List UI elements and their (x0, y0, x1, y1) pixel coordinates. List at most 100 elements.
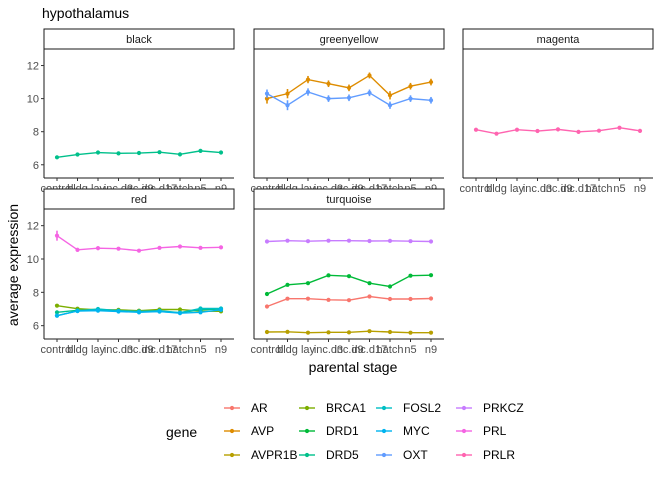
data-point (198, 245, 203, 250)
data-point (54, 303, 60, 308)
data-point (346, 274, 352, 279)
x-tick-label: bldg (67, 344, 88, 356)
strip-label-magenta: magenta (537, 34, 581, 46)
data-point (346, 95, 352, 100)
x-tick-label: inc.d17 (561, 183, 596, 195)
data-point (54, 233, 60, 238)
series-OXT (264, 88, 434, 111)
legend-item-AVP: AVP (224, 424, 274, 438)
x-tick-label: lay (91, 344, 106, 356)
x-tick-label: hatch (586, 183, 613, 195)
data-point (285, 103, 290, 108)
x-tick-label: n5 (404, 344, 416, 356)
data-point (75, 247, 80, 252)
strip-label-black: black (126, 34, 152, 46)
legend-label: PRKCZ (483, 401, 524, 415)
data-point (408, 96, 413, 101)
legend-label: MYC (403, 424, 430, 438)
data-point (177, 152, 183, 157)
x-tick-label: hatch (167, 344, 194, 356)
data-point (95, 308, 101, 313)
x-tick-label: inc.d17 (352, 344, 387, 356)
panel-grid: black681012controlbldglayinc.d3inc.d9inc… (27, 28, 654, 356)
data-point (136, 248, 142, 253)
strip-label-greenyellow: greenyellow (320, 34, 379, 46)
legend-key-point (381, 428, 387, 434)
data-point (326, 81, 331, 86)
x-tick-label: n9 (634, 183, 646, 195)
data-point (136, 150, 142, 156)
x-tick-label: n9 (425, 344, 437, 356)
data-point (367, 90, 372, 95)
legend-label: AVP (251, 424, 274, 438)
data-point (637, 128, 643, 133)
x-tick-label: lay (301, 344, 316, 356)
data-point (346, 330, 352, 335)
data-point (408, 296, 413, 302)
data-point (285, 296, 290, 301)
data-point (514, 127, 520, 132)
data-point (54, 155, 60, 160)
data-point (157, 150, 162, 155)
series-PRL (54, 230, 224, 253)
legend: gene AR AVP AVPR1B BRCA1 DRD1 DRD5 FOSL2 MYC OXT… (166, 401, 524, 462)
data-point (346, 298, 352, 303)
data-point (285, 329, 290, 334)
data-point (428, 273, 434, 278)
legend-item-DRD1: DRD1 (299, 424, 359, 438)
data-point (387, 238, 393, 243)
data-point (136, 310, 142, 315)
data-point (617, 125, 622, 130)
legend-label: OXT (403, 448, 428, 462)
data-point (264, 329, 270, 335)
data-point (285, 238, 290, 243)
data-point (408, 273, 413, 278)
x-tick-label: inc.d17 (142, 344, 177, 356)
data-point (116, 151, 121, 156)
legend-item-PRLR: PRLR (456, 448, 515, 462)
data-point (54, 310, 60, 315)
legend-key-point (229, 405, 235, 411)
plot-title: hypothalamus (42, 5, 129, 21)
data-point (326, 96, 331, 101)
x-tick-label: bldg (277, 344, 298, 356)
legend-item-PRKCZ: PRKCZ (456, 401, 524, 415)
x-tick-label: n5 (613, 183, 625, 195)
data-point (428, 296, 434, 301)
series-PRKCZ (264, 238, 434, 244)
x-tick-label: inc.d3 (523, 183, 552, 195)
legend-item-MYC: MYC (376, 424, 430, 438)
x-tick-label: hatch (377, 344, 404, 356)
data-point (387, 93, 393, 98)
data-point (428, 239, 434, 244)
data-point (367, 238, 372, 244)
legend-label: PRLR (483, 448, 515, 462)
strip-turquoise (253, 188, 445, 210)
series-MYC (54, 307, 224, 318)
data-point (264, 96, 270, 101)
data-point (198, 310, 203, 315)
panel-greenyellow: greenyellowcontrolbldglayinc.d3inc.d9inc… (250, 28, 445, 195)
y-axis-title: average expression (5, 204, 21, 326)
legend-label: DRD1 (326, 424, 359, 438)
y-tick-label: 8 (33, 127, 39, 139)
legend-key-point (304, 452, 310, 458)
legend-label: AVPR1B (251, 448, 297, 462)
data-point (346, 238, 352, 243)
x-tick-label: n5 (194, 344, 206, 356)
strip-magenta (462, 28, 654, 50)
data-point (218, 150, 224, 155)
data-point (218, 307, 224, 312)
data-point (326, 297, 331, 302)
data-point (428, 79, 434, 85)
x-tick-label: inc.d9 (124, 344, 153, 356)
data-point (494, 131, 499, 136)
legend-item-DRD5: DRD5 (299, 448, 359, 462)
x-tick-label: n9 (215, 344, 227, 356)
data-point (157, 309, 162, 314)
data-point (264, 304, 270, 309)
x-axis-title: parental stage (309, 359, 398, 375)
data-point (428, 98, 434, 103)
